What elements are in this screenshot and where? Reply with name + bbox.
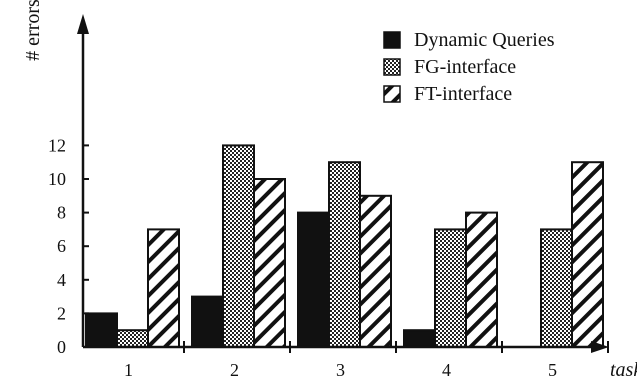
y-tick-label: 0 — [57, 337, 66, 357]
y-tick-label: 10 — [48, 169, 66, 189]
legend-swatch — [383, 58, 401, 76]
bar-dynamic-queries-task-1 — [85, 312, 118, 348]
legend-label: FG-interface — [414, 56, 516, 78]
x-tick-label: 5 — [548, 360, 557, 380]
x-axis-arrow-icon — [591, 341, 609, 353]
bar-ft-interface-task-3 — [359, 194, 392, 348]
x-tick-label: 2 — [230, 360, 239, 380]
bar-fg-interface-task-1 — [116, 329, 149, 349]
y-axis-title: # errors — [22, 0, 44, 61]
y-tick-label: 2 — [57, 303, 66, 323]
plot-area — [85, 144, 604, 349]
bar-fg-interface-task-5 — [540, 228, 573, 348]
x-tick-label: 1 — [124, 360, 133, 380]
y-axis-arrow-icon — [77, 14, 89, 34]
x-axis-title: task — [610, 359, 637, 381]
bar-fg-interface-task-3 — [328, 161, 361, 348]
y-tick-label: 6 — [57, 236, 66, 256]
x-tick-label: 3 — [336, 360, 345, 380]
bar-ft-interface-task-5 — [571, 161, 604, 348]
bar-fg-interface-task-2 — [222, 144, 255, 348]
y-tick-label: 4 — [57, 270, 66, 290]
legend-swatch — [383, 31, 401, 49]
x-tick-label: 4 — [442, 360, 451, 380]
bar-fg-interface-task-4 — [434, 228, 467, 348]
bar-ft-interface-task-4 — [465, 211, 498, 348]
legend-label: FT-interface — [414, 83, 512, 105]
bar-dynamic-queries-task-4 — [403, 329, 436, 349]
bar-dynamic-queries-task-3 — [297, 211, 330, 348]
bar-ft-interface-task-2 — [253, 178, 286, 348]
y-tick-label: 12 — [48, 135, 66, 155]
legend-label: Dynamic Queries — [414, 29, 555, 51]
legend: Dynamic Queries FG-interface FT-interface — [383, 29, 555, 105]
bar-ft-interface-task-1 — [147, 228, 180, 348]
legend-swatch — [383, 85, 401, 103]
bar-dynamic-queries-task-2 — [191, 295, 224, 349]
y-tick-label: 8 — [57, 203, 66, 223]
